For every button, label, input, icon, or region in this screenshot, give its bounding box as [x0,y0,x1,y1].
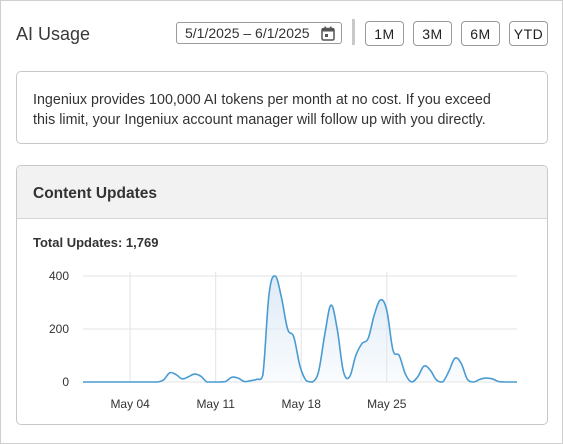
range-6m-button[interactable]: 6M [461,21,500,46]
page-title: AI Usage [16,24,91,44]
y-tick-label: 400 [49,269,69,283]
x-tick-label: May 04 [110,397,150,411]
x-tick-label: May 11 [196,397,235,411]
calendar-icon[interactable] [321,26,335,41]
x-tick-label: May 18 [282,397,322,411]
info-box: Ingeniux provides 100,000 AI tokens per … [16,71,548,144]
x-tick-label: May 25 [367,397,407,411]
range-ytd-button[interactable]: YTD [509,21,548,46]
toolbar-divider [352,19,355,45]
series-line [82,275,517,383]
total-updates: Total Updates: 1,769 [33,235,159,250]
y-tick-label: 0 [62,375,69,389]
y-tick-label: 200 [49,322,69,336]
date-range-value: 5/1/2025 – 6/1/2025 [185,25,310,41]
info-text-line-1: Ingeniux provides 100,000 AI tokens per … [33,92,491,108]
card-title: Content Updates [17,166,547,219]
range-1m-button[interactable]: 1M [365,21,404,46]
info-text-line-2: this limit, your Ingeniux account manage… [33,112,486,128]
content-updates-card: Content Updates Total Updates: 1,769 0 20… [16,165,548,425]
range-3m-button[interactable]: 3M [413,21,452,46]
content-updates-chart: 0 200 400 May 04 May 11 May 18 May 25 [49,269,517,411]
date-range-picker[interactable]: 5/1/2025 – 6/1/2025 [176,22,342,44]
